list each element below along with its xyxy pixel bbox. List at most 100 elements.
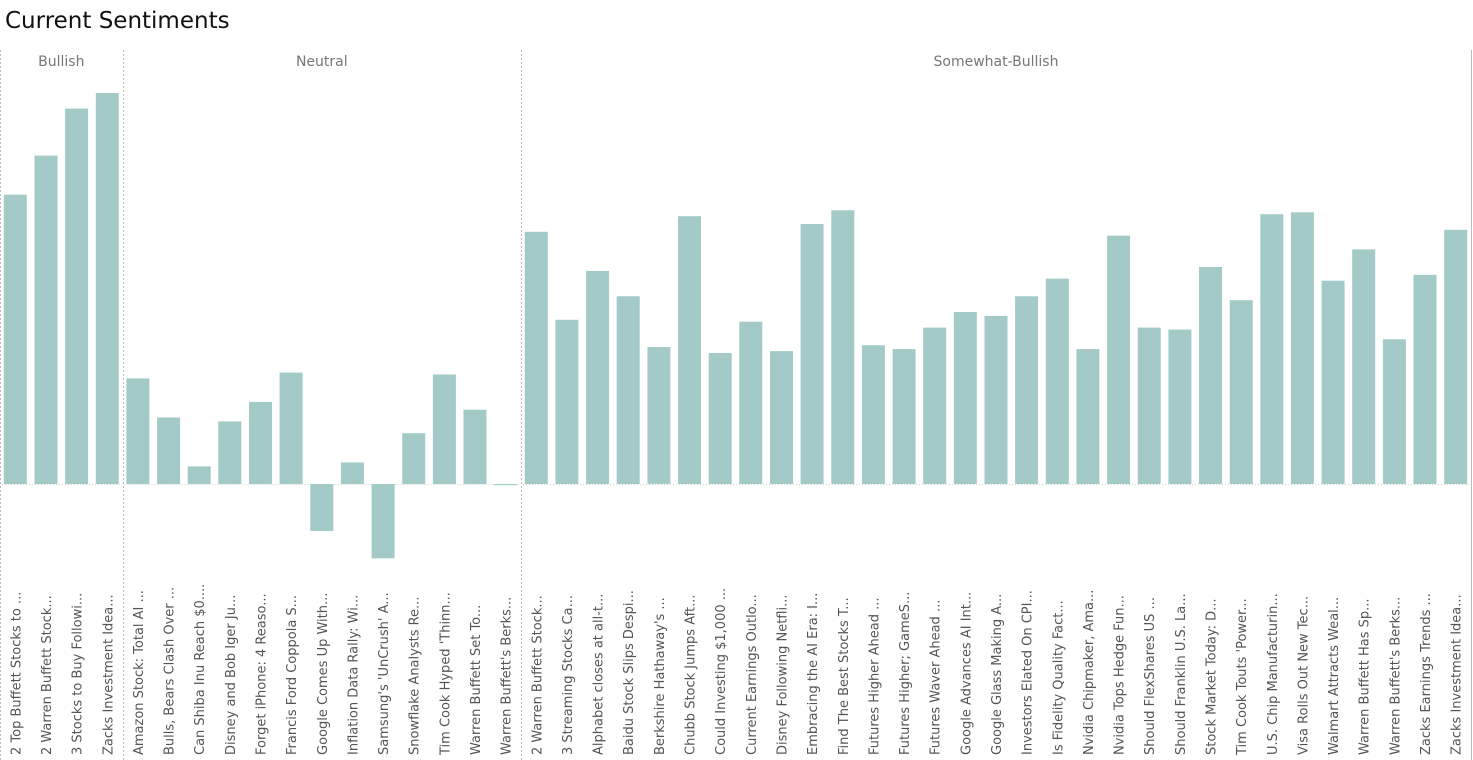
category-label: Visa Rolls Out New Tec... — [1296, 596, 1311, 755]
category-label: Stock Market Today: D... — [1205, 598, 1220, 755]
bar[interactable] — [1321, 280, 1345, 484]
bar[interactable] — [1137, 327, 1161, 484]
page-title: Current Sentiments — [5, 8, 230, 34]
category-label: Futures Waver Ahead ... — [929, 600, 944, 755]
panel-header-somewhat-bullish: Somewhat-Bullish — [934, 54, 1059, 70]
bar[interactable] — [770, 351, 793, 484]
bar[interactable] — [892, 349, 916, 484]
bar[interactable] — [984, 315, 1008, 484]
bar[interactable] — [463, 409, 487, 484]
bar[interactable] — [1382, 339, 1406, 484]
category-label: Chubb Stock Jumps Aft... — [684, 595, 699, 755]
category-label: Nvidia Chipmaker, Ama... — [1082, 590, 1097, 755]
bar[interactable] — [555, 319, 579, 484]
category-label: Alphabet closes at all-t... — [592, 594, 607, 755]
bar[interactable] — [708, 353, 732, 484]
category-label: Snowflake Analysts Re... — [408, 597, 423, 755]
bar[interactable] — [1290, 212, 1314, 485]
category-label: Berkshire Hathaway's ... — [653, 597, 668, 755]
category-label: Baidu Stock Slips Despi... — [622, 590, 637, 755]
bar[interactable] — [647, 347, 671, 484]
bar[interactable] — [1107, 235, 1131, 484]
bar[interactable] — [249, 401, 272, 484]
category-label: Warren Buffett Set To... — [469, 605, 484, 755]
bar[interactable] — [861, 345, 885, 484]
category-label: Zacks Earnings Trends ... — [1419, 593, 1434, 755]
category-label: Google Glass Making A... — [990, 594, 1005, 755]
category-label: Futures Higher Ahead ... — [867, 597, 882, 755]
category-label: Amazon Stock: Total AI ... — [132, 590, 147, 755]
category-label: Is Fidelity Quality Fact... — [1051, 600, 1066, 755]
bar[interactable] — [616, 296, 640, 484]
category-label: Samsung's 'UnCrush' A... — [377, 592, 392, 755]
category-label: Inflation Data Rally: Wi... — [346, 595, 361, 755]
category-label: Warren Buffett's Berks... — [1388, 597, 1403, 755]
category-label: Can Shiba Inu Reach $0.... — [193, 584, 208, 755]
category-label: Warren Buffett's Berks... — [500, 597, 515, 755]
bar[interactable] — [1444, 229, 1468, 484]
bar[interactable] — [126, 378, 150, 484]
bar[interactable] — [432, 374, 456, 485]
category-label: Zacks Investment Idea... — [1450, 594, 1465, 755]
category-label: Futures Higher; GameS... — [898, 592, 913, 755]
category-label: Warren Buffett Has Sp... — [1358, 598, 1373, 755]
panel-header-neutral: Neutral — [296, 54, 348, 70]
bar[interactable] — [1199, 267, 1222, 484]
category-label: Disney Following Netfli... — [776, 595, 791, 756]
bar[interactable] — [157, 417, 181, 485]
category-label: Disney and Bob Iger Ju... — [224, 595, 239, 755]
category-label: Should FlexShares US ... — [1143, 597, 1158, 755]
category-label: Bulls, Bears Clash Over ... — [163, 587, 178, 755]
bar[interactable] — [218, 421, 242, 484]
category-label: Investors Elated On CPI... — [1021, 590, 1036, 755]
bar[interactable] — [1168, 329, 1192, 484]
bar[interactable] — [1045, 278, 1069, 484]
category-label: 2 Warren Buffett Stock... — [530, 595, 545, 755]
category-label: Francis Ford Coppola S... — [285, 595, 300, 755]
bar[interactable] — [340, 462, 364, 485]
category-label: Nvidia Tops Hedge Fun... — [1113, 595, 1128, 755]
category-label: Google Comes Up With... — [316, 593, 331, 755]
bar[interactable] — [494, 484, 518, 486]
category-label: Tim Cook Hyped 'Thinn... — [438, 592, 453, 756]
bar[interactable] — [402, 433, 426, 484]
bar[interactable] — [1076, 349, 1100, 484]
panel-header-bullish: Bullish — [38, 54, 84, 70]
bar[interactable] — [739, 321, 763, 484]
bar[interactable] — [953, 312, 977, 484]
category-label: Could Investing $1,000 ... — [714, 588, 729, 755]
category-label: Tim Cook Touts 'Power... — [1235, 598, 1250, 756]
bar[interactable] — [3, 194, 27, 484]
category-label: Walmart Attracts Weal... — [1327, 597, 1342, 755]
bar[interactable] — [279, 372, 303, 484]
category-label: Current Earnings Outlo... — [745, 594, 760, 755]
category-label: Should Franklin U.S. La... — [1174, 593, 1189, 755]
bar[interactable] — [371, 484, 395, 559]
category-label: Google Advances AI Int... — [959, 592, 974, 755]
category-label: Embracing the AI Era: I... — [806, 593, 821, 755]
category-label: 3 Streaming Stocks Ca... — [561, 595, 576, 755]
bar[interactable] — [1413, 274, 1437, 484]
bar[interactable] — [1015, 296, 1039, 484]
bar[interactable] — [678, 216, 701, 484]
bar[interactable] — [1229, 300, 1253, 484]
bar[interactable] — [923, 327, 947, 484]
category-label: 3 Stocks to Buy Followi... — [71, 593, 86, 755]
bar[interactable] — [586, 270, 610, 484]
bar[interactable] — [187, 466, 211, 484]
category-label: 2 Warren Buffett Stock... — [40, 595, 55, 755]
category-label: Zacks Investment Idea... — [101, 594, 116, 755]
bar[interactable] — [524, 231, 548, 484]
bar[interactable] — [831, 210, 855, 485]
category-label: Find The Best Stocks T... — [837, 597, 852, 755]
bar[interactable] — [1352, 249, 1376, 484]
bar[interactable] — [800, 224, 824, 484]
bar[interactable] — [95, 93, 119, 484]
bar[interactable] — [310, 484, 334, 531]
bar[interactable] — [34, 155, 58, 484]
category-label: U.S. Chip Manufacturin... — [1266, 593, 1281, 755]
bar[interactable] — [65, 108, 89, 484]
bar[interactable] — [1260, 214, 1284, 484]
category-label: 2 Top Buffett Stocks to ... — [9, 592, 24, 755]
